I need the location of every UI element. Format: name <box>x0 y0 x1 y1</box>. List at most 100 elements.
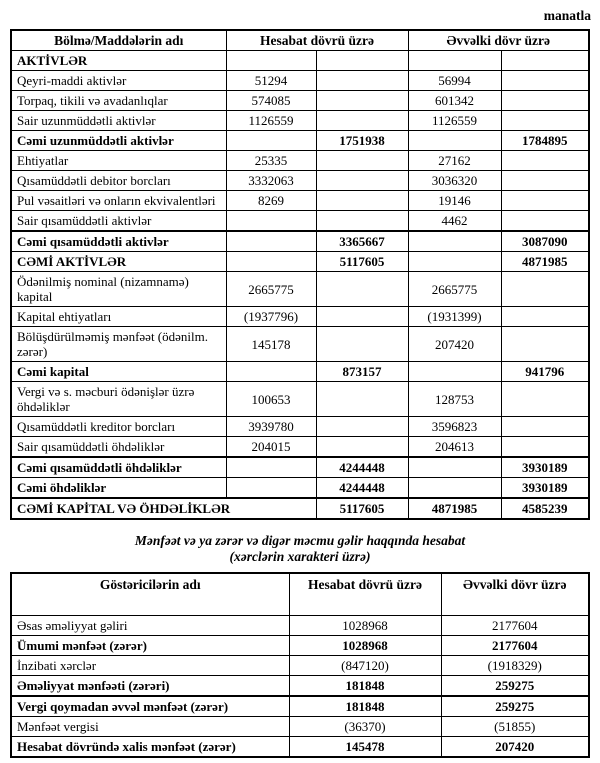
row-value: 1751938 <box>315 130 409 151</box>
row-value: 3036320 <box>407 170 502 191</box>
row-value: 2177604 <box>440 634 590 656</box>
row-value: (847120) <box>288 654 442 676</box>
income-header-row: Göstəricilərin adı Hesabat dövrü üzrə Əv… <box>10 572 590 616</box>
row-value: 100653 <box>225 381 317 417</box>
row-label: Kapital ehtiyatları <box>10 306 227 327</box>
column-header-current-period: Hesabat dövrü üzrə <box>288 572 442 616</box>
table-row: Qısamüddətli kreditor borcları 3939780 359… <box>10 416 590 437</box>
row-value <box>407 477 502 499</box>
row-label: Əməliyyat mənfəəti (zərəri) <box>10 674 290 696</box>
row-value <box>315 271 409 307</box>
column-header-name: Bölmə/Maddələrin adı <box>10 29 227 51</box>
row-value <box>315 90 409 111</box>
row-value: 3930189 <box>500 477 590 499</box>
row-value <box>225 361 317 382</box>
table-row: Vergi və s. məcburi ödənişlər üzrə öhdəl… <box>10 381 590 417</box>
row-value: 207420 <box>407 326 502 362</box>
row-value <box>500 306 590 327</box>
table-row: Ödənilmiş nominal (nizamnamə) kapital 266… <box>10 271 590 307</box>
row-label: Əsas əməliyyat gəliri <box>10 614 290 636</box>
currency-unit-label: manatla <box>543 8 591 23</box>
row-value <box>315 70 409 91</box>
income-statement-table: Göstəricilərin adı Hesabat dövrü üzrə Əv… <box>10 572 590 758</box>
balance-header-row: Bölmə/Maddələrin adı Hesabat dövrü üzrə … <box>10 29 590 51</box>
table-row: Ehtiyatlar 25335 27162 <box>10 150 590 171</box>
row-label: Sair uzunmüddətli aktivlər <box>10 110 227 131</box>
row-value: 3332063 <box>225 170 317 191</box>
row-value: 259275 <box>440 694 590 717</box>
table-row: Mənfəət vergisi (36370) (51855) <box>10 715 590 737</box>
column-header-previous-period: Əvvəlki dövr üzrə <box>407 29 590 51</box>
row-value: 941796 <box>500 361 590 382</box>
row-value <box>315 381 409 417</box>
row-value <box>315 306 409 327</box>
row-value: 2665775 <box>225 271 317 307</box>
row-label: Ödənilmiş nominal (nizamnamə) kapital <box>10 271 227 307</box>
row-label: Cəmi qısamüddətli öhdəliklər <box>10 456 227 478</box>
row-value <box>500 70 590 91</box>
row-value <box>315 326 409 362</box>
row-label: Ehtiyatlar <box>10 150 227 171</box>
row-label: Torpaq, tikili və avadanlıqlar <box>10 90 227 111</box>
table-row: CƏMİ KAPİTAL VƏ ÖHDƏLİKLƏR 5117605 4871985… <box>10 497 590 520</box>
row-value: 259275 <box>440 674 590 696</box>
row-value: 1126559 <box>225 110 317 131</box>
row-value <box>315 170 409 191</box>
row-value <box>225 210 317 232</box>
table-row: Ümumi mənfəət (zərər) 1028968 2177604 <box>10 634 590 656</box>
row-value: 4585239 <box>500 497 590 520</box>
row-value: 1028968 <box>288 634 442 656</box>
row-value: 27162 <box>407 150 502 171</box>
row-value: 1126559 <box>407 110 502 131</box>
row-value <box>500 381 590 417</box>
row-value: 601342 <box>407 90 502 111</box>
table-row: Cəmi qısamüddətli öhdəliklər 4244448 39301… <box>10 456 590 478</box>
row-label: Qeyri-maddi aktivlər <box>10 70 227 91</box>
table-row: Cəmi qısamüddətli aktivlər 3365667 3087090 <box>10 230 590 252</box>
row-label: Cəmi kapital <box>10 361 227 382</box>
table-row: Torpaq, tikili və avadanlıqlar 574085 6013… <box>10 90 590 111</box>
table-row: AKTİVLƏR <box>10 50 590 71</box>
column-header-current-period: Hesabat dövrü üzrə <box>225 29 409 51</box>
row-label: AKTİVLƏR <box>10 50 227 71</box>
table-row: Vergi qoymadan əvvəl mənfəət (zərər) 1818… <box>10 694 590 717</box>
table-row: CƏMİ AKTİVLƏR 5117605 4871985 <box>10 251 590 272</box>
row-value <box>500 436 590 458</box>
row-value: (36370) <box>288 715 442 737</box>
row-label: Cəmi qısamüddətli aktivlər <box>10 230 227 252</box>
row-label: Qısamüddətli debitor borcları <box>10 170 227 191</box>
row-value <box>500 326 590 362</box>
row-label: Vergi qoymadan əvvəl mənfəət (zərər) <box>10 694 290 717</box>
row-label: İnzibati xərclər <box>10 654 290 676</box>
row-value: 128753 <box>407 381 502 417</box>
row-value <box>500 190 590 211</box>
row-value <box>315 210 409 232</box>
row-value: 2177604 <box>440 614 590 636</box>
row-label: Cəmi öhdəliklər <box>10 477 227 499</box>
table-row: Cəmi kapital 873157 941796 <box>10 361 590 382</box>
row-value: 207420 <box>440 735 590 757</box>
column-header-name: Göstəricilərin adı <box>10 572 290 616</box>
row-value: 4462 <box>407 210 502 232</box>
row-value: 204015 <box>225 436 317 458</box>
row-value <box>315 190 409 211</box>
table-row: Pul vəsaitləri və onların ekvivalentləri… <box>10 190 590 211</box>
row-value: 873157 <box>315 361 409 382</box>
table-row: Cəmi uzunmüddətli aktivlər 1751938 1784895 <box>10 130 590 151</box>
table-row: Hesabat dövründə xalis mənfəət (zərər) 14… <box>10 735 590 757</box>
row-value <box>407 361 502 382</box>
row-value <box>225 130 317 151</box>
row-value <box>407 251 502 272</box>
row-value <box>225 230 317 252</box>
row-value <box>315 50 409 71</box>
row-value: 3596823 <box>407 416 502 437</box>
table-row: Cəmi öhdəliklər 4244448 3930189 <box>10 477 590 499</box>
row-value <box>315 416 409 437</box>
row-value: (51855) <box>440 715 590 737</box>
row-value: (1931399) <box>407 306 502 327</box>
row-label: Qısamüddətli kreditor borcları <box>10 416 227 437</box>
table-row: Sair qısamüddətli aktivlər 4462 <box>10 210 590 232</box>
row-value <box>407 230 502 252</box>
row-value: 145178 <box>225 326 317 362</box>
row-label: Vergi və s. məcburi ödənişlər üzrə öhdəl… <box>10 381 227 417</box>
